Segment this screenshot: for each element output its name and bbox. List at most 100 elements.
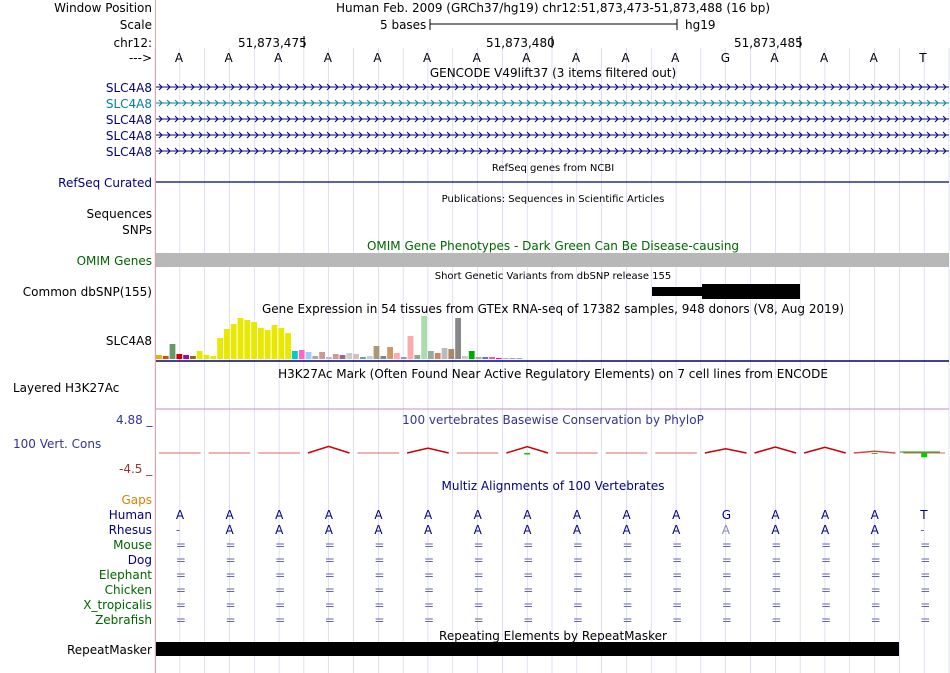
repeatmasker-track-title[interactable]: Repeating Elements by RepeatMasker: [439, 629, 667, 643]
gtex-label[interactable]: SLC4A8: [105, 334, 152, 348]
species-label[interactable]: Human: [108, 508, 152, 522]
gencode-label[interactable]: SLC4A8: [105, 145, 152, 159]
base-letter: A: [224, 51, 233, 65]
alignment-base: A: [225, 523, 234, 537]
alignment-base: =: [572, 583, 583, 597]
species-label[interactable]: Dog: [127, 553, 152, 567]
gtex-tissue-bar: [441, 348, 448, 359]
h3k27ac-label[interactable]: Layered H3K27Ac: [13, 381, 120, 395]
gtex-tissue-bar: [224, 329, 230, 359]
alignment-base: =: [622, 568, 633, 582]
alignment-base: A: [672, 523, 681, 537]
species-label[interactable]: Chicken: [104, 583, 152, 597]
alignment-base: =: [572, 613, 583, 627]
gtex-tissue-bar: [434, 353, 441, 359]
strand-arrows: [158, 99, 947, 107]
alignment-base: =: [572, 598, 583, 612]
gencode-label[interactable]: SLC4A8: [105, 81, 152, 95]
alignment-base: =: [622, 583, 633, 597]
repeatmasker-label[interactable]: RepeatMasker: [66, 643, 152, 657]
dbsnp-label[interactable]: Common dbSNP(155): [22, 285, 152, 299]
gtex-tissue-bar: [203, 355, 210, 359]
alignment-base: =: [523, 583, 534, 597]
alignment-base: =: [920, 583, 931, 597]
alignment-base: A: [473, 523, 482, 537]
species-label[interactable]: Rhesus: [108, 523, 152, 537]
alignment-base: A: [622, 523, 631, 537]
alignment-base: =: [473, 613, 484, 627]
alignment-base: =: [175, 538, 186, 552]
gtex-tissue-bar: [373, 346, 380, 359]
species-label[interactable]: Mouse: [113, 538, 152, 552]
alignment-base: =: [374, 538, 385, 552]
alignment-base: A: [771, 523, 780, 537]
alignment-base: =: [672, 553, 683, 567]
alignment-base: =: [423, 553, 434, 567]
gtex-tissue-bar: [400, 357, 407, 359]
alignment-base: =: [374, 598, 385, 612]
alignment-base: =: [473, 568, 484, 582]
gtex-track-title[interactable]: Gene Expression in 54 tissues from GTEx …: [261, 302, 845, 316]
species-label[interactable]: Zebrafish: [95, 613, 152, 627]
alignment-base: =: [721, 538, 732, 552]
gtex-tissue-bar: [292, 351, 298, 359]
alignment-base: =: [870, 613, 881, 627]
publications-sequences-label[interactable]: Sequences: [86, 207, 152, 221]
phylop-track-title[interactable]: 100 vertebrates Basewise Conservation by…: [402, 413, 704, 427]
base-letter: A: [869, 51, 878, 65]
alignment-base: A: [622, 508, 631, 522]
omim-label[interactable]: OMIM Genes: [76, 254, 152, 268]
alignment-base: =: [374, 583, 385, 597]
alignment-base: A: [771, 508, 780, 522]
base-letter: A: [770, 51, 779, 65]
alignment-base: =: [870, 553, 881, 567]
gtex-tissue-bar: [394, 353, 400, 359]
alignment-base: =: [473, 583, 484, 597]
h3k27ac-track-title[interactable]: H3K27Ac Mark (Often Found Near Active Re…: [278, 367, 828, 381]
species-label[interactable]: Elephant: [98, 568, 152, 582]
gtex-tissue-bar: [468, 351, 475, 359]
species-label[interactable]: X_tropicalis: [83, 598, 152, 612]
alignment-base: =: [374, 568, 385, 582]
alignment-base: =: [225, 553, 236, 567]
alignment-base: =: [672, 613, 683, 627]
strand-label: --->: [128, 51, 152, 65]
base-letter: A: [373, 51, 382, 65]
alignment-base: A: [423, 523, 433, 537]
strand-arrows: [158, 83, 947, 91]
phylop-negative-mark: [524, 453, 531, 455]
dbsnp-track-title[interactable]: Short Genetic Variants from dbSNP releas…: [434, 271, 672, 282]
gtex-tissue-bar: [285, 333, 291, 359]
refseq-track-title[interactable]: RefSeq genes from NCBI: [491, 163, 615, 174]
base-letter: G: [720, 51, 730, 65]
multiz-gaps-label[interactable]: Gaps: [121, 493, 152, 507]
alignment-base: A: [870, 508, 879, 522]
gencode-label[interactable]: SLC4A8: [105, 97, 152, 111]
alignment-base: =: [771, 568, 782, 582]
alignment-base: =: [771, 598, 782, 612]
alignment-base: =: [175, 613, 186, 627]
alignment-base: =: [324, 613, 335, 627]
gtex-tissue-bar: [312, 356, 319, 359]
alignment-base: =: [523, 598, 534, 612]
phylop-negative-mark: [921, 453, 928, 458]
gtex-tissue-bar: [237, 318, 244, 359]
gencode-track-title[interactable]: GENCODE V49lift37 (3 items filtered out): [429, 66, 677, 80]
publications-snps-label[interactable]: SNPs: [122, 223, 152, 237]
alignment-base: =: [820, 613, 831, 627]
alignment-base: =: [225, 568, 236, 582]
gencode-label[interactable]: SLC4A8: [105, 129, 152, 143]
phylop-score-mark: [803, 446, 846, 454]
base-letter: A: [819, 51, 829, 65]
alignment-base: A: [275, 523, 284, 537]
base-letter: A: [323, 51, 332, 65]
alignment-base: =: [771, 583, 782, 597]
phylop-label[interactable]: 100 Vert. Cons: [13, 437, 102, 451]
refseq-label[interactable]: RefSeq Curated: [58, 176, 152, 190]
gencode-label[interactable]: SLC4A8: [105, 113, 152, 127]
publications-track-title[interactable]: Publications: Sequences in Scientific Ar…: [441, 194, 665, 205]
multiz-track-title[interactable]: Multiz Alignments of 100 Vertebrates: [441, 479, 665, 493]
omim-track-title[interactable]: OMIM Gene Phenotypes - Dark Green Can Be…: [366, 239, 740, 253]
phylop-score-mark: [853, 450, 896, 454]
